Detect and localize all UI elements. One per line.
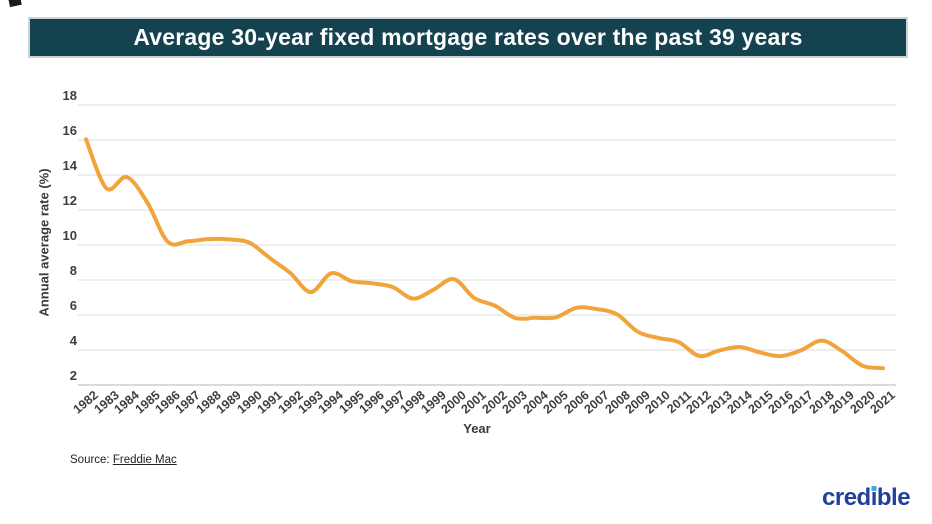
y-tick-8: 8: [69, 263, 77, 278]
y-tick-6: 6: [69, 298, 77, 313]
credible-logo: credı ble: [822, 484, 911, 512]
source-attribution: Source: Freddie Mac: [70, 454, 177, 466]
y-tick-10: 10: [62, 228, 77, 243]
chart-title: Average 30-year fixed mortgage rates ove…: [133, 24, 803, 50]
y-tick-4: 4: [69, 333, 77, 348]
logo-i-dot: [871, 486, 877, 491]
logo-text-start: cred: [822, 484, 871, 511]
y-tick-12: 12: [62, 193, 77, 208]
x-axis-title: Year: [463, 421, 491, 436]
logo-letter-i: ı: [870, 484, 878, 511]
logo-text-end: ble: [876, 484, 911, 511]
source-link-freddie-mac[interactable]: Freddie Mac: [112, 454, 177, 466]
source-prefix: Source:: [70, 454, 110, 466]
y-tick-2: 2: [69, 368, 77, 383]
chart-title-bar: Average 30-year fixed mortgage rates ove…: [28, 17, 908, 58]
y-tick-16: 16: [62, 123, 77, 138]
mortgage-rate-line: [84, 137, 885, 371]
y-axis-title: Annual average rate (%): [36, 168, 52, 317]
y-tick-14: 14: [62, 158, 77, 173]
y-tick-18: 18: [62, 88, 77, 103]
